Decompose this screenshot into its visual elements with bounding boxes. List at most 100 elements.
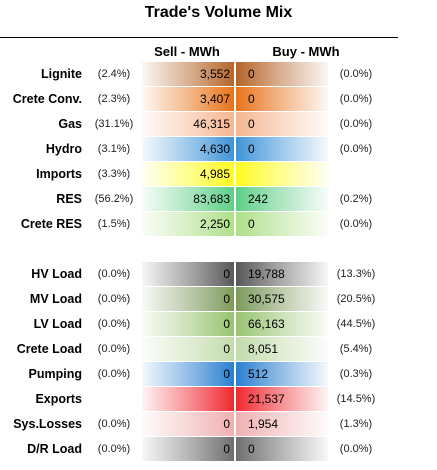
buy-column-header: Buy - MWh bbox=[272, 44, 340, 59]
sell-bar bbox=[142, 162, 234, 186]
buy-bar bbox=[236, 312, 328, 336]
sell-value: 0 bbox=[223, 292, 230, 306]
table-row: Exports 21,537 (14.5%) bbox=[0, 387, 437, 412]
sell-percent: (0.0%) bbox=[97, 318, 131, 330]
buy-value: 0 bbox=[248, 117, 255, 131]
sell-bar bbox=[142, 87, 234, 111]
table-row: Gas (31.1%) 46,315 0 (0.0%) bbox=[0, 112, 437, 137]
sell-value: 4,985 bbox=[199, 167, 230, 181]
buy-percent: (5.4%) bbox=[339, 343, 373, 355]
sell-value: 3,407 bbox=[199, 92, 230, 106]
sell-percent: (0.0%) bbox=[97, 343, 131, 355]
table-row: Sys.Losses (0.0%) 0 1,954 (1.3%) bbox=[0, 412, 437, 437]
sell-bar bbox=[142, 212, 234, 236]
buy-percent: (0.0%) bbox=[339, 443, 373, 455]
sell-bar bbox=[142, 262, 234, 286]
buy-percent: (44.5%) bbox=[336, 318, 376, 330]
buy-percent: (0.0%) bbox=[339, 68, 373, 80]
chart-title: Trade's Volume Mix bbox=[144, 4, 293, 21]
table-row: Crete RES (1.5%) 2,250 0 (0.0%) bbox=[0, 212, 437, 237]
buy-value: 242 bbox=[248, 192, 269, 206]
table-row: RES (56.2%) 83,683 242 (0.2%) bbox=[0, 187, 437, 212]
row-label: Lignite bbox=[41, 67, 82, 81]
buy-bar bbox=[236, 212, 328, 236]
sell-percent: (0.0%) bbox=[97, 368, 131, 380]
row-label: Crete RES bbox=[20, 217, 82, 231]
buy-bar bbox=[236, 262, 328, 286]
sell-percent: (3.1%) bbox=[97, 143, 131, 155]
sell-column-header: Sell - MWh bbox=[154, 44, 220, 59]
table-row: MV Load (0.0%) 0 30,575 (20.5%) bbox=[0, 287, 437, 312]
sell-percent: (2.3%) bbox=[97, 93, 131, 105]
sell-percent: (3.3%) bbox=[97, 168, 131, 180]
sell-value: 2,250 bbox=[199, 217, 230, 231]
sell-bar bbox=[142, 112, 234, 136]
buy-bar bbox=[236, 362, 328, 386]
buy-percent: (20.5%) bbox=[336, 293, 376, 305]
buy-bar bbox=[236, 187, 328, 211]
buy-bar bbox=[236, 337, 328, 361]
buy-value: 30,575 bbox=[248, 292, 285, 306]
buy-value: 8,051 bbox=[248, 342, 279, 356]
buy-percent: (0.0%) bbox=[339, 218, 373, 230]
row-label: Hydro bbox=[45, 142, 82, 156]
table-row: Imports (3.3%) 4,985 bbox=[0, 162, 437, 187]
buy-bar bbox=[236, 412, 328, 436]
row-label: MV Load bbox=[29, 292, 82, 306]
table-row: Pumping (0.0%) 0 512 (0.3%) bbox=[0, 362, 437, 387]
sell-percent: (0.0%) bbox=[97, 293, 131, 305]
sell-percent: (2.4%) bbox=[97, 68, 131, 80]
buy-value: 512 bbox=[248, 367, 269, 381]
buy-percent: (0.0%) bbox=[339, 93, 373, 105]
sell-value: 46,315 bbox=[193, 117, 230, 131]
table-row: Hydro (3.1%) 4,630 0 (0.0%) bbox=[0, 137, 437, 162]
sell-value: 0 bbox=[223, 442, 230, 456]
row-label: Gas bbox=[58, 117, 82, 131]
sell-percent bbox=[88, 387, 140, 412]
sell-bar bbox=[142, 137, 234, 161]
sell-value: 0 bbox=[223, 317, 230, 331]
buy-percent: (1.3%) bbox=[339, 418, 373, 430]
sell-bar bbox=[142, 387, 234, 411]
buy-percent: (0.0%) bbox=[339, 143, 373, 155]
buy-value: 19,788 bbox=[248, 267, 285, 281]
sell-bar bbox=[142, 337, 234, 361]
row-label: LV Load bbox=[33, 317, 82, 331]
sell-value: 0 bbox=[223, 417, 230, 431]
buy-bar bbox=[236, 87, 328, 111]
row-label: Exports bbox=[35, 392, 82, 406]
buy-bar bbox=[236, 62, 328, 86]
row-label: Pumping bbox=[28, 367, 82, 381]
sell-percent: (0.0%) bbox=[97, 443, 131, 455]
row-label: Sys.Losses bbox=[13, 417, 82, 431]
buy-value: 0 bbox=[248, 67, 255, 81]
sell-value: 3,552 bbox=[199, 67, 230, 81]
table-row: Crete Conv. (2.3%) 3,407 0 (0.0%) bbox=[0, 87, 437, 112]
sell-bar bbox=[142, 362, 234, 386]
row-label: Crete Load bbox=[16, 342, 82, 356]
row-label: HV Load bbox=[31, 267, 82, 281]
table-row: LV Load (0.0%) 0 66,163 (44.5%) bbox=[0, 312, 437, 337]
buy-value: 0 bbox=[248, 92, 255, 106]
sell-bar bbox=[142, 187, 234, 211]
sell-bar bbox=[142, 412, 234, 436]
sell-value bbox=[142, 387, 230, 411]
table-row: Lignite (2.4%) 3,552 0 (0.0%) bbox=[0, 62, 437, 87]
table-row: Crete Load (0.0%) 0 8,051 (5.4%) bbox=[0, 337, 437, 362]
buy-percent: (0.0%) bbox=[339, 118, 373, 130]
buy-bar bbox=[236, 387, 328, 411]
buy-value: 66,163 bbox=[248, 317, 285, 331]
buy-percent: (14.5%) bbox=[336, 393, 376, 405]
buy-bar bbox=[236, 287, 328, 311]
buy-bar bbox=[236, 162, 328, 186]
sell-value: 0 bbox=[223, 342, 230, 356]
row-label: RES bbox=[56, 192, 82, 206]
title-rule bbox=[0, 37, 398, 38]
row-label: Imports bbox=[36, 167, 82, 181]
sell-value: 4,630 bbox=[199, 142, 230, 156]
table-row: D/R Load (0.0%) 0 0 (0.0%) bbox=[0, 437, 437, 462]
sell-bar bbox=[142, 312, 234, 336]
sell-percent: (0.0%) bbox=[97, 268, 131, 280]
buy-bar bbox=[236, 137, 328, 161]
buy-value: 21,537 bbox=[248, 392, 285, 406]
